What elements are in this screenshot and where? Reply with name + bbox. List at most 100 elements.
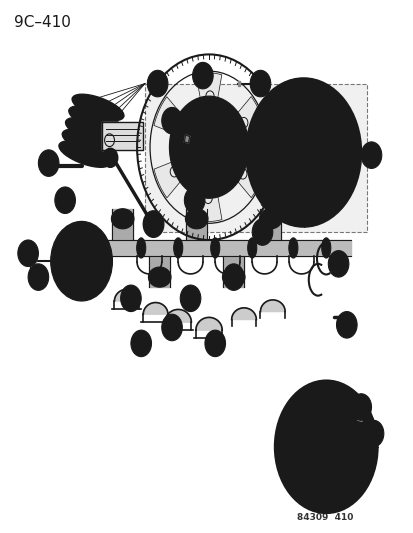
- Ellipse shape: [259, 209, 281, 229]
- Circle shape: [180, 285, 200, 312]
- Ellipse shape: [173, 238, 182, 258]
- Circle shape: [79, 235, 100, 261]
- Ellipse shape: [95, 238, 104, 258]
- Text: 11: 11: [84, 244, 95, 253]
- Polygon shape: [196, 174, 221, 221]
- Polygon shape: [154, 156, 193, 198]
- Circle shape: [257, 93, 349, 212]
- Polygon shape: [223, 256, 243, 287]
- Circle shape: [300, 414, 351, 480]
- Ellipse shape: [152, 271, 166, 283]
- Circle shape: [289, 134, 317, 171]
- Ellipse shape: [62, 129, 114, 156]
- Text: 16: 16: [228, 272, 238, 281]
- Text: 3: 3: [154, 79, 160, 88]
- Text: 84309  410: 84309 410: [297, 513, 353, 522]
- Circle shape: [362, 420, 383, 447]
- Circle shape: [204, 330, 225, 357]
- Polygon shape: [340, 314, 346, 319]
- Polygon shape: [165, 310, 191, 322]
- Polygon shape: [184, 135, 189, 143]
- Polygon shape: [195, 317, 222, 330]
- Text: 7: 7: [128, 294, 133, 303]
- Ellipse shape: [226, 271, 240, 283]
- Circle shape: [143, 211, 164, 237]
- Ellipse shape: [115, 213, 130, 224]
- Text: 22: 22: [355, 402, 366, 411]
- Circle shape: [161, 314, 182, 341]
- Text: 23: 23: [296, 482, 306, 491]
- Polygon shape: [154, 97, 193, 139]
- Polygon shape: [79, 240, 350, 256]
- Polygon shape: [112, 209, 133, 240]
- Ellipse shape: [66, 122, 117, 140]
- Text: 13: 13: [209, 339, 220, 348]
- Ellipse shape: [247, 238, 256, 258]
- Ellipse shape: [111, 209, 134, 229]
- Ellipse shape: [72, 98, 123, 117]
- Circle shape: [252, 219, 272, 245]
- Text: 10: 10: [23, 249, 33, 258]
- Circle shape: [103, 148, 117, 167]
- Circle shape: [28, 264, 49, 290]
- Text: 19: 19: [197, 71, 208, 80]
- Circle shape: [350, 394, 370, 420]
- Circle shape: [285, 394, 366, 500]
- Polygon shape: [260, 209, 280, 240]
- Ellipse shape: [185, 209, 207, 229]
- Ellipse shape: [222, 267, 244, 287]
- Circle shape: [336, 312, 356, 338]
- Text: 4: 4: [169, 323, 174, 332]
- Ellipse shape: [69, 106, 120, 132]
- Circle shape: [191, 124, 226, 171]
- Text: 5: 5: [188, 294, 193, 303]
- Circle shape: [314, 432, 337, 462]
- Ellipse shape: [69, 110, 120, 128]
- Text: 1: 1: [46, 159, 51, 167]
- Polygon shape: [102, 122, 143, 150]
- Text: 17: 17: [365, 151, 376, 160]
- Circle shape: [249, 70, 270, 97]
- Ellipse shape: [59, 141, 111, 167]
- Circle shape: [38, 150, 59, 176]
- Text: 12: 12: [135, 339, 146, 348]
- Circle shape: [192, 62, 213, 89]
- Polygon shape: [224, 96, 263, 139]
- Circle shape: [55, 187, 75, 214]
- Circle shape: [131, 330, 151, 357]
- Text: 14: 14: [341, 320, 351, 329]
- FancyBboxPatch shape: [145, 84, 366, 232]
- Polygon shape: [237, 81, 239, 86]
- Circle shape: [360, 142, 381, 168]
- Text: 9: 9: [36, 272, 41, 281]
- Circle shape: [59, 232, 104, 290]
- Polygon shape: [186, 209, 206, 240]
- Circle shape: [69, 245, 94, 277]
- Circle shape: [161, 108, 182, 134]
- Text: 20: 20: [166, 116, 177, 125]
- Ellipse shape: [62, 133, 114, 152]
- Polygon shape: [224, 155, 263, 198]
- Circle shape: [223, 264, 243, 290]
- Ellipse shape: [210, 238, 219, 258]
- Ellipse shape: [65, 118, 117, 144]
- Circle shape: [18, 240, 38, 266]
- Ellipse shape: [148, 267, 171, 287]
- Text: 6: 6: [192, 196, 197, 205]
- Circle shape: [274, 381, 377, 513]
- Polygon shape: [357, 414, 362, 421]
- Polygon shape: [149, 256, 170, 287]
- Ellipse shape: [189, 213, 204, 224]
- Ellipse shape: [72, 94, 123, 120]
- Text: 15: 15: [332, 260, 343, 268]
- Polygon shape: [231, 308, 256, 319]
- Text: 18: 18: [254, 79, 265, 88]
- Polygon shape: [114, 289, 139, 301]
- Polygon shape: [30, 255, 36, 268]
- Polygon shape: [190, 217, 198, 223]
- Ellipse shape: [321, 238, 330, 258]
- Ellipse shape: [288, 238, 297, 258]
- Ellipse shape: [263, 213, 277, 224]
- Circle shape: [120, 285, 141, 312]
- Text: 9C–410: 9C–410: [14, 14, 71, 30]
